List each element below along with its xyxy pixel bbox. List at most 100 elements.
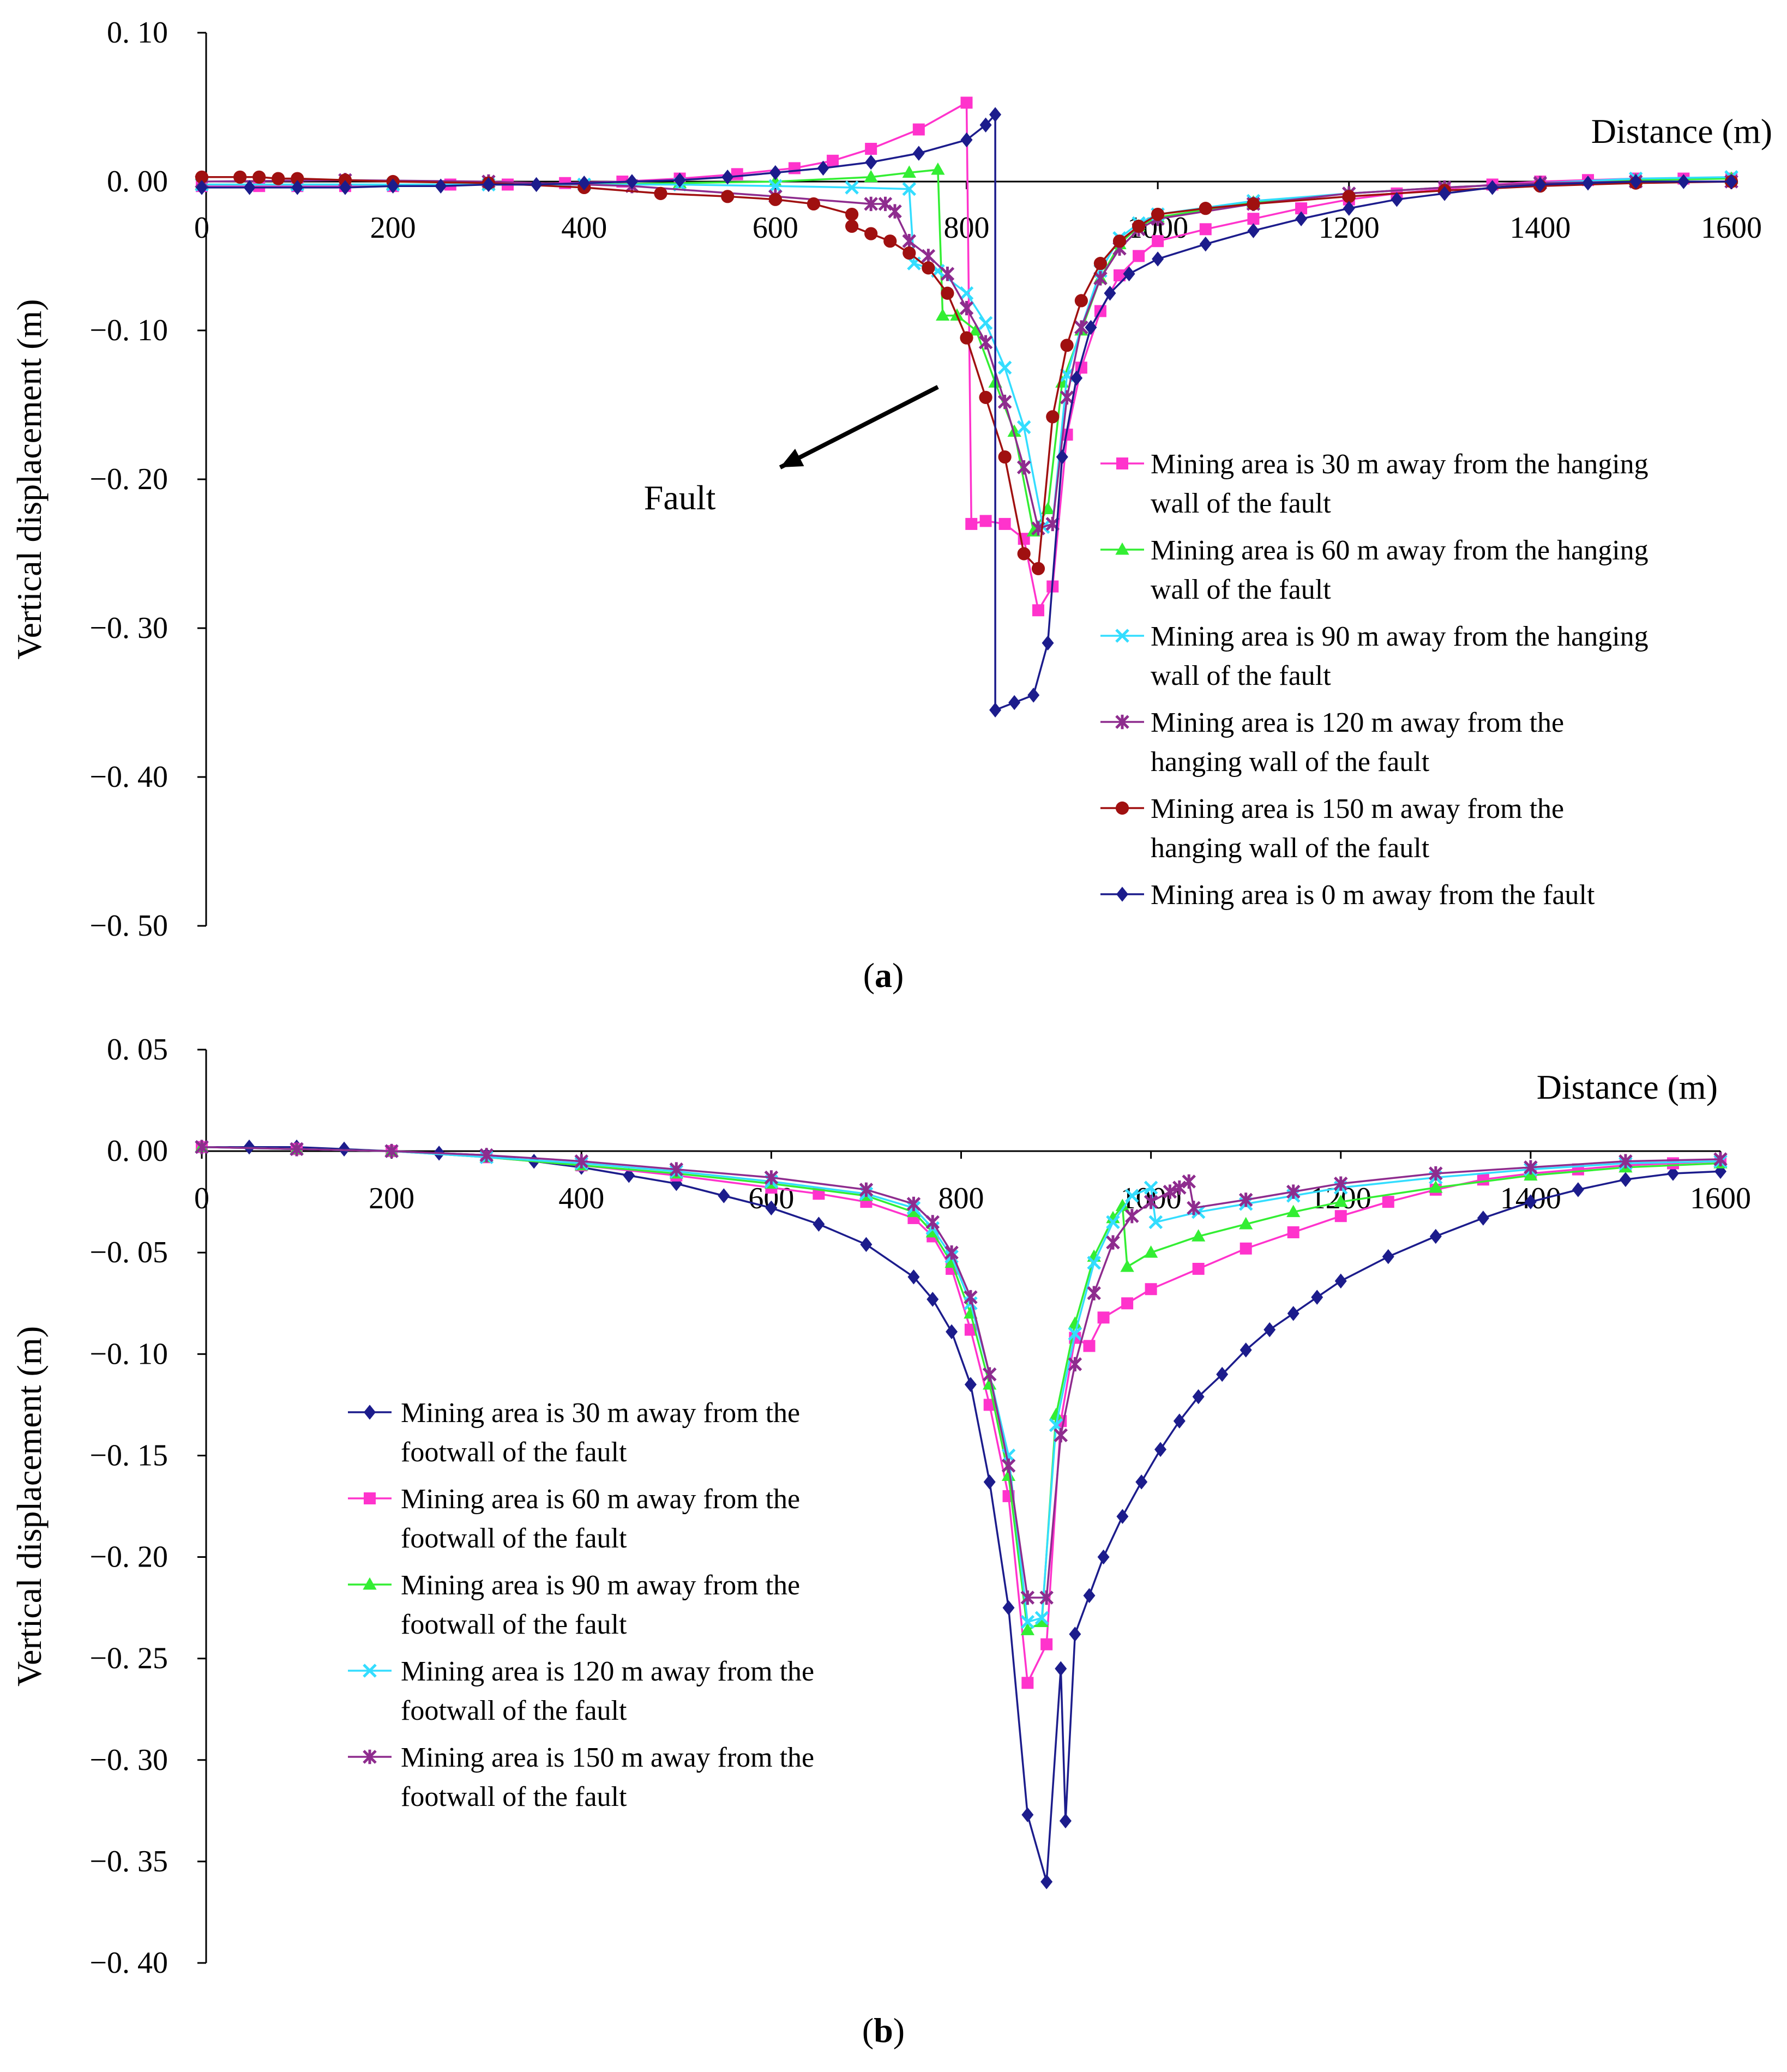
data-point [1286,1184,1301,1199]
data-point [1343,201,1355,216]
data-point [1247,213,1260,225]
series-line [201,1146,1721,1631]
x-tick-label: 600 [753,211,798,245]
data-point [1104,286,1116,301]
data-point [673,172,686,188]
data-point [1192,1229,1206,1242]
series-4 [195,1140,1728,1605]
data-point [1629,174,1642,189]
data-point [936,308,950,321]
data-point [1240,1342,1252,1358]
legend-marker [1115,542,1129,555]
caption-paren: ( [862,2011,874,2050]
y-tick-label: −0. 20 [89,462,168,496]
data-point [1068,1357,1082,1372]
data-point [983,1474,996,1490]
data-point [1032,604,1044,617]
series-0 [196,1139,1726,1889]
data-point [1192,1389,1205,1405]
data-point [1034,1611,1049,1625]
data-point [765,1200,778,1216]
data-point [1087,1256,1101,1270]
legend-marker [1116,457,1128,469]
y-tick-label: −0. 40 [89,760,168,794]
data-point [253,180,266,192]
data-point [960,132,973,148]
data-point [964,1290,978,1305]
data-point [921,249,936,263]
data-point [384,1143,399,1159]
y-tick-label: −0. 35 [89,1845,168,1878]
data-point [1192,1263,1205,1275]
data-point [902,182,917,196]
data-point [1125,1209,1139,1224]
data-point [623,1168,635,1183]
data-point [1056,449,1068,465]
y-axis-title: Vertical displacement (m) [10,1326,49,1686]
data-point [1116,1509,1129,1524]
legend-label: Mining area is 30 m away from the [401,1398,800,1429]
panel-a: 0. 10 0. 00 −0. 10 −0. 20 −0. 30 −0. 40 −0. 50… [10,16,1772,995]
legend-marker [364,1405,376,1420]
data-point [1382,1249,1394,1264]
data-point [1333,1176,1348,1191]
data-point [1524,1194,1537,1209]
legend-label: hanging wall of the fault [1151,833,1430,864]
data-point [1008,695,1021,710]
legend-marker [364,1492,376,1504]
data-point [1295,202,1308,215]
data-point [1069,1627,1081,1642]
data-point [1125,1189,1139,1203]
data-point [1070,370,1083,386]
data-point [1725,174,1737,189]
caption-paren: ) [892,956,904,995]
data-point [1093,271,1108,286]
legend-label: footwall of the fault [401,1523,627,1554]
x-tick-label: 800 [944,211,990,245]
data-point [1068,1327,1082,1341]
data-point [1247,197,1260,211]
y-tick-label: 0. 10 [107,16,168,50]
data-point [1477,1173,1489,1186]
fault-label: Fault [644,478,716,517]
data-point [965,517,978,530]
data-point [1087,1286,1101,1300]
data-point [883,234,897,248]
x-tick-label: 0 [194,211,209,245]
data-point [1039,1590,1054,1605]
caption-paren: ( [863,956,875,995]
data-point [1007,424,1021,437]
data-point [764,1170,779,1185]
data-point [817,160,829,176]
data-point [669,1162,684,1177]
data-point [1115,1198,1130,1211]
legend-label: Mining area is 150 m away from the [1151,793,1564,824]
data-point [338,1141,351,1157]
data-point [845,207,859,221]
data-point [1060,339,1074,352]
data-point [960,331,973,345]
data-point [1582,175,1595,191]
data-point [1135,1474,1148,1490]
data-point [1240,1242,1252,1255]
data-point [1133,250,1145,262]
data-point [574,1154,589,1168]
x-tick-label: 800 [938,1182,984,1215]
y-tick-label: −0. 20 [89,1540,168,1574]
data-point [1121,1297,1134,1310]
y-tick-label: −0. 05 [89,1236,168,1269]
data-point [1429,1180,1443,1193]
data-point [1144,1245,1158,1258]
legend-marker [363,1749,377,1764]
data-point [195,170,209,184]
data-point [1060,390,1074,405]
legend: Mining area is 30 m away from the footwal… [348,1398,814,1812]
data-point [944,1245,959,1260]
data-point [1034,1615,1049,1628]
data-point [1429,1228,1442,1244]
data-point [1477,1210,1489,1226]
data-point [940,267,955,281]
data-point [1097,1549,1110,1565]
data-point [1572,1182,1584,1197]
